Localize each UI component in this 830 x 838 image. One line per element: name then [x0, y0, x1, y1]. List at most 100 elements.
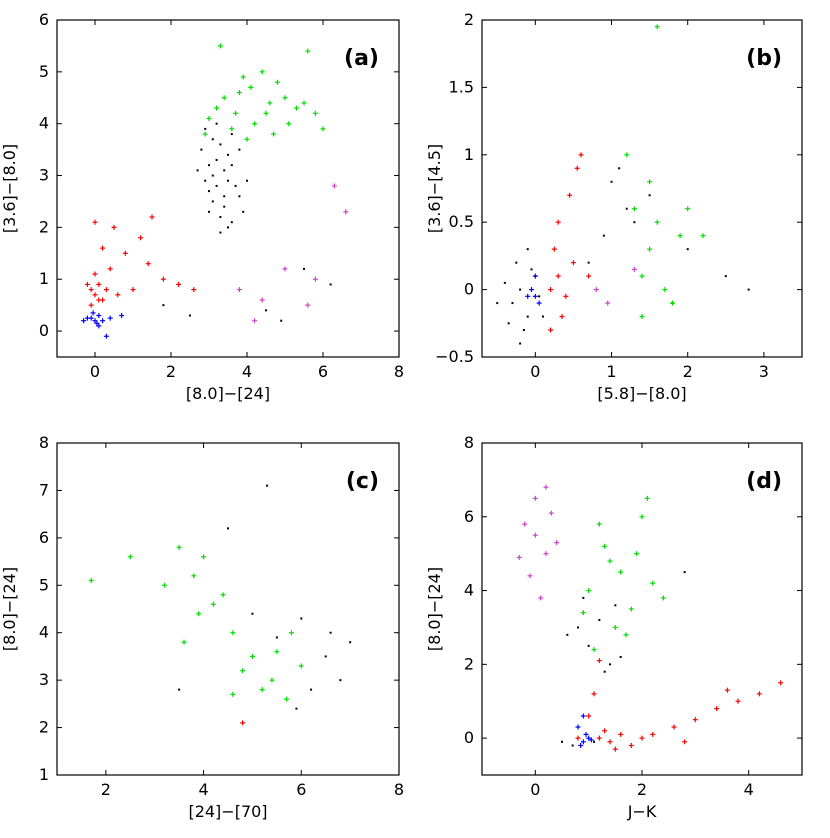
data-point	[280, 319, 283, 322]
data-point	[96, 281, 102, 287]
data-point	[563, 293, 569, 299]
data-point	[84, 281, 90, 287]
data-point	[747, 288, 750, 291]
data-point	[570, 260, 576, 266]
data-point	[609, 663, 611, 666]
data-point	[602, 543, 608, 549]
data-point	[96, 297, 102, 303]
data-point	[778, 680, 784, 686]
data-point	[634, 551, 640, 557]
y-tick-label: 4	[464, 581, 474, 600]
data-point	[249, 653, 255, 659]
data-point	[526, 248, 529, 251]
data-point	[566, 633, 569, 636]
data-point	[526, 315, 529, 318]
data-point	[647, 246, 653, 252]
data-point	[529, 287, 535, 293]
data-point	[587, 644, 590, 647]
data-point	[234, 184, 237, 187]
data-point	[554, 540, 560, 546]
data-point	[650, 731, 656, 737]
data-point	[90, 310, 96, 316]
data-point	[329, 283, 332, 286]
y-tick-label: 2	[39, 217, 49, 236]
data-point	[259, 687, 265, 693]
x-tick-label: 3	[759, 362, 769, 381]
data-point	[577, 626, 579, 629]
data-point	[236, 287, 242, 293]
data-point	[343, 209, 349, 215]
data-point	[603, 670, 606, 673]
data-point	[685, 206, 691, 212]
data-point	[230, 133, 233, 136]
data-point	[111, 224, 117, 230]
x-axis-label: [24]−[70]	[188, 802, 267, 821]
data-point	[92, 271, 98, 277]
data-point	[161, 582, 167, 588]
data-point	[219, 216, 222, 219]
data-point	[551, 246, 557, 252]
y-axis-label: [8.0]−[24]	[0, 567, 19, 651]
data-point	[251, 612, 254, 615]
data-point	[587, 261, 590, 264]
x-tick-label: 0	[90, 362, 100, 381]
data-point	[633, 221, 636, 224]
data-point	[221, 95, 227, 101]
data-point	[580, 739, 586, 745]
data-point	[700, 233, 706, 239]
data-point	[686, 248, 689, 251]
data-point	[324, 655, 327, 658]
data-point	[240, 668, 246, 674]
data-point	[507, 322, 510, 325]
data-point	[561, 740, 563, 743]
data-point	[639, 314, 645, 320]
data-point	[628, 742, 634, 748]
data-point	[541, 315, 544, 318]
data-point	[596, 735, 602, 741]
data-point	[503, 281, 506, 284]
x-tick-label: 2	[101, 780, 111, 799]
data-point	[303, 267, 305, 270]
data-point	[96, 323, 102, 329]
data-point	[582, 596, 585, 599]
data-point	[677, 233, 683, 239]
data-point	[618, 731, 624, 737]
data-point	[619, 655, 622, 658]
data-point	[538, 595, 544, 601]
data-point	[522, 329, 525, 332]
data-point	[240, 74, 246, 80]
data-point	[208, 164, 210, 167]
data-point	[714, 706, 720, 712]
data-point	[230, 691, 236, 697]
x-tick-label: 8	[394, 780, 404, 799]
data-point	[669, 300, 675, 306]
data-point	[119, 313, 125, 319]
x-tick-label: 2	[683, 362, 693, 381]
data-point	[100, 245, 106, 251]
data-point	[575, 735, 581, 741]
data-point	[724, 687, 730, 693]
data-point	[88, 578, 94, 584]
y-tick-label: 8	[464, 433, 474, 452]
data-point	[644, 495, 650, 501]
data-point	[530, 268, 533, 271]
y-tick-label: 2	[39, 718, 49, 737]
data-point	[593, 740, 595, 743]
axes-frame	[56, 19, 400, 358]
data-point	[598, 619, 601, 622]
y-tick-label: 1	[39, 269, 49, 288]
data-point	[227, 153, 229, 156]
data-point	[84, 315, 90, 321]
data-point	[215, 158, 218, 161]
data-point	[227, 226, 229, 229]
data-point	[130, 287, 136, 293]
data-point	[519, 342, 522, 345]
panel-label: (a)	[344, 46, 379, 71]
y-tick-label: 7	[39, 480, 49, 499]
data-point	[312, 110, 318, 116]
data-point	[204, 127, 207, 130]
x-axis-label: J−K	[627, 802, 657, 821]
data-point	[593, 287, 599, 293]
data-point	[543, 484, 549, 490]
data-point	[525, 293, 531, 299]
